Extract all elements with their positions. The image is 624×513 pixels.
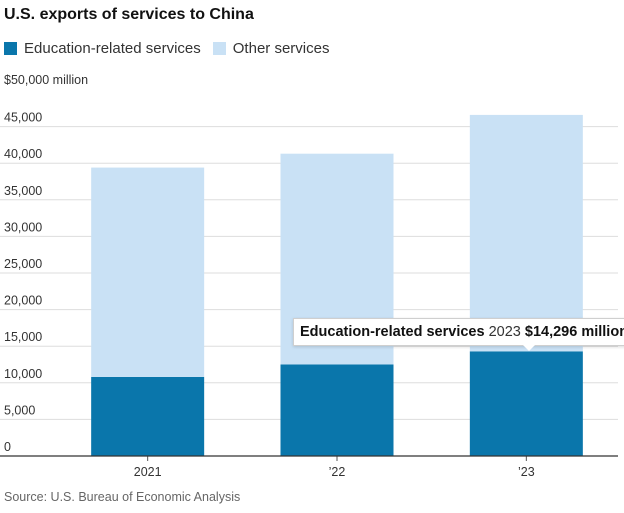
tooltip-arrow [523,345,535,351]
bar-other-2 [469,114,583,352]
y-tick-label-45000: 45,000 [4,111,42,125]
y-tick-label-30000: 30,000 [4,220,42,234]
legend: Education-related services Other service… [4,40,341,57]
x-tick-label-0: 2021 [134,465,162,479]
x-tick-label-1: ’22 [329,465,346,479]
bar-other-0 [91,167,205,377]
y-tick-label-5000: 5,000 [4,403,35,417]
tooltip-series: Education-related services [300,324,485,340]
chart-title: U.S. exports of services to China [4,6,254,23]
y-tick-label-35000: 35,000 [4,184,42,198]
legend-label-education: Education-related services [24,40,201,57]
tooltip-year: 2023 [488,324,521,340]
legend-item-other: Other services [212,40,330,57]
bar-education-0 [91,376,205,456]
y-tick-label-50000: $50,000 million [4,73,88,87]
legend-label-other: Other services [232,40,330,57]
x-tick-label-2: ’23 [518,465,535,479]
tooltip-value: $14,296 million [524,324,624,340]
y-tick-label-10000: 10,000 [4,367,42,381]
y-tick-label-40000: 40,000 [4,147,42,161]
legend-item-education: Education-related services [4,40,201,57]
bar-education-1 [280,364,394,456]
legend-swatch-other [212,42,226,55]
y-tick-label-25000: 25,000 [4,257,42,271]
y-tick-label-15000: 15,000 [4,330,42,344]
legend-swatch-education [4,42,17,55]
bar-education-2 [469,351,583,456]
value-tooltip: Education-related services 2023 $14,296 … [293,318,624,346]
source-note: Source: U.S. Bureau of Economic Analysis [4,490,241,504]
y-tick-label-0: 0 [4,440,11,454]
y-tick-label-20000: 20,000 [4,294,42,308]
